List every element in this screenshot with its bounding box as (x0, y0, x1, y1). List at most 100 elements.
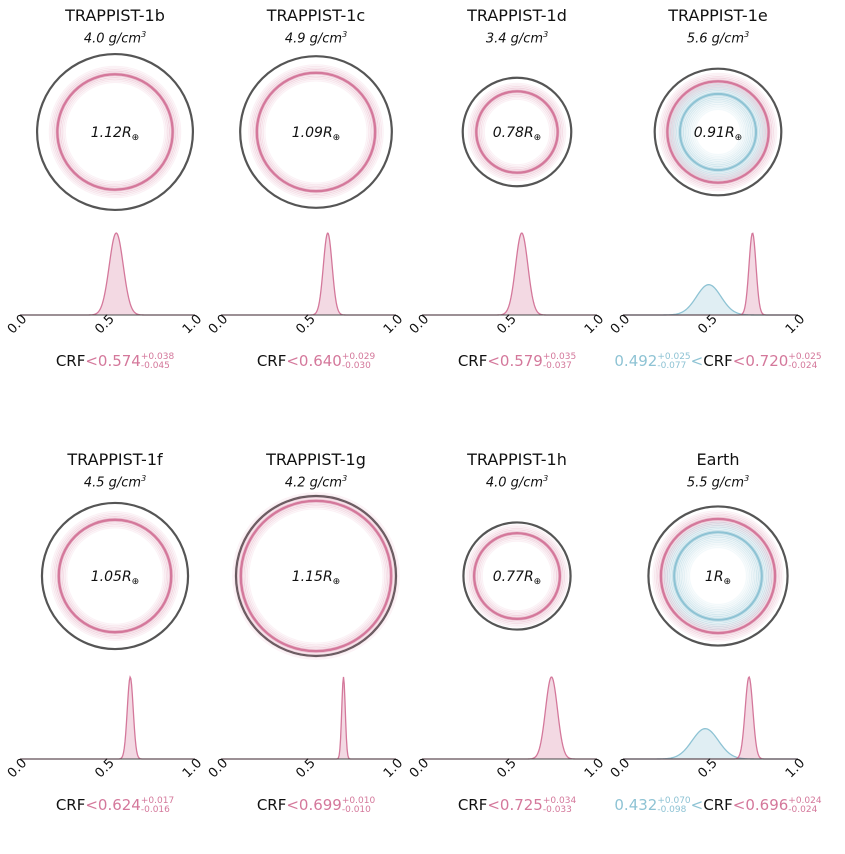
x-tick-label: 1.0 (381, 756, 406, 781)
density-exponent: 3 (141, 30, 147, 39)
crf-uncertainty: +0.029 -0.030 (341, 352, 375, 371)
planet-outline (35, 52, 195, 212)
density-exponent: 3 (543, 30, 549, 39)
core-ring (467, 82, 567, 182)
x-tick-label: 0.5 (293, 756, 318, 781)
earth-symbol: ⊕ (333, 133, 341, 143)
crf-uncertainty-minus: -0.037 (542, 360, 572, 371)
crf-density-plot: 0.0 0.5 1.0 (407, 232, 607, 337)
planet-radius: 1R⊕ (705, 569, 731, 587)
crf-upper-bound: <0.579 (487, 352, 543, 370)
planet-density: 5.6 g/cm3 (686, 30, 750, 47)
mantle-uncertainty-plus: +0.070 (657, 795, 691, 806)
panel-trappist-1d: TRAPPIST-1d 3.4 g/cm3 0.78R⊕ 0.0 0.5 1.0 CRF<0… (407, 0, 617, 400)
mantle-ring (669, 83, 767, 181)
core-ring (232, 492, 400, 660)
crf-constraint: CRF<0.579 +0.035 -0.037 (397, 352, 637, 371)
planet-density: 3.4 g/cm3 (485, 30, 549, 47)
crf-uncertainty-minus: -0.033 (542, 804, 572, 815)
planet-name: TRAPPIST-1g (266, 450, 366, 469)
crf-density-fill (20, 233, 195, 315)
planet-outline (462, 521, 572, 631)
planet-density: 4.5 g/cm3 (83, 474, 147, 491)
crf-density-fill (20, 677, 195, 759)
crf-upper-bound: <0.640 (286, 352, 342, 370)
crf-constraint: CRF<0.640 +0.029 -0.030 (196, 352, 436, 371)
crf-density-plot: 0.0 0.5 1.0 (5, 675, 205, 781)
lower-bound-sign: < (690, 352, 704, 370)
planet-cross-section: 0.78R⊕ (461, 76, 573, 188)
density-exponent: 3 (744, 30, 750, 39)
crf-density-curve (221, 676, 396, 760)
crf-uncertainty-plus: +0.024 (788, 795, 822, 806)
crf-label: CRF (703, 796, 733, 814)
planet-density: 4.2 g/cm3 (284, 474, 348, 491)
crf-uncertainty: +0.038 -0.045 (140, 351, 175, 371)
density-exponent: 3 (342, 30, 348, 39)
planet-cross-section: 1.12R⊕ (35, 52, 195, 212)
earth-symbol: ⊕ (534, 133, 542, 143)
planet-density: 4.9 g/cm3 (284, 30, 348, 47)
crf-upper-bound: <0.624 (85, 796, 141, 814)
planet-name: TRAPPIST-1b (65, 6, 165, 25)
planet-name: Earth (696, 450, 740, 469)
planet-cross-section: 1R⊕ (647, 505, 789, 647)
planet-name: TRAPPIST-1f (67, 450, 163, 469)
crf-uncertainty-minus: -0.030 (341, 360, 371, 371)
x-tick-label: 1.0 (582, 756, 607, 781)
density-exponent: 3 (543, 474, 549, 483)
crf-density-plot: 0.0 0.5 1.0 (608, 675, 808, 781)
mantle-uncertainty: +0.025 -0.077 (657, 352, 690, 371)
crf-label: CRF (55, 796, 86, 814)
planet-name: TRAPPIST-1h (467, 450, 567, 469)
x-tick-label: 0.5 (92, 312, 117, 337)
crf-constraint: 0.492 +0.025 -0.077 <CRF<0.720 +0.025 -0.024 (598, 352, 838, 371)
earth-symbol: ⊕ (735, 133, 743, 143)
planet-radius: 1.05R⊕ (91, 569, 139, 587)
crf-upper-bound: <0.574 (85, 352, 141, 370)
crf-label: CRF (457, 352, 488, 370)
planet-outline (647, 505, 789, 647)
mantle-uncertainty-minus: -0.077 (657, 360, 687, 371)
panel-trappist-1b: TRAPPIST-1b 4.0 g/cm3 1.12R⊕ 0.0 0.5 1.0 CRF<0… (5, 0, 215, 400)
planet-density: 5.5 g/cm3 (686, 474, 750, 491)
panel-trappist-1c: TRAPPIST-1c 4.9 g/cm3 1.09R⊕ 0.0 0.5 1.0 CRF<0… (206, 0, 416, 400)
planet-outline (653, 67, 783, 197)
crf-label: CRF (55, 352, 86, 370)
crf-density-curve (422, 676, 597, 760)
crf-density-fill (623, 233, 798, 315)
planet-name: TRAPPIST-1e (668, 6, 768, 25)
planet-name: TRAPPIST-1c (266, 6, 366, 25)
crf-upper-bound: <0.720 (732, 352, 789, 370)
planet-radius: 0.91R⊕ (694, 125, 742, 143)
x-tick-label: 0.5 (92, 756, 117, 781)
panel-trappist-1h: TRAPPIST-1h 4.0 g/cm3 0.77R⊕ 0.0 0.5 1.0 CRF<0… (407, 444, 617, 844)
crf-uncertainty: +0.035 -0.037 (542, 352, 576, 371)
x-tick-label: 0.5 (494, 312, 519, 337)
planet-radius: 0.78R⊕ (493, 125, 541, 143)
panel-trappist-1f: TRAPPIST-1f 4.5 g/cm3 1.05R⊕ 0.0 0.5 1.0 CRF<0… (5, 444, 215, 844)
mantle-uncertainty: +0.070 -0.098 (657, 795, 691, 815)
planet-name: TRAPPIST-1d (467, 6, 567, 25)
crf-constraint: 0.432 +0.070 -0.098 <CRF<0.696 +0.024 -0.024 (598, 796, 838, 815)
earth-symbol: ⊕ (132, 577, 140, 587)
x-tick-label: 0.0 (5, 756, 30, 781)
crf-uncertainty-plus: +0.038 (140, 351, 175, 362)
core-ring (465, 524, 569, 628)
crf-uncertainty-plus: +0.010 (341, 795, 376, 806)
mantle-lower-bound: 0.432 (614, 796, 658, 814)
core-ring (48, 65, 182, 199)
crf-label: CRF (457, 796, 488, 814)
planet-radius: 1.12R⊕ (91, 125, 139, 143)
crf-density-curve (221, 232, 396, 316)
crf-constraint: CRF<0.624 +0.017 -0.016 (0, 796, 235, 815)
crf-label: CRF (256, 352, 287, 370)
mantle-density-fill (623, 284, 798, 315)
x-tick-label: 1.0 (180, 756, 205, 781)
crf-density-curve (422, 232, 597, 316)
x-tick-label: 0.0 (5, 312, 30, 337)
crf-uncertainty-minus: -0.016 (140, 804, 170, 815)
x-tick-label: 0.5 (494, 756, 519, 781)
mantle-lower-bound: 0.492 (614, 352, 658, 370)
